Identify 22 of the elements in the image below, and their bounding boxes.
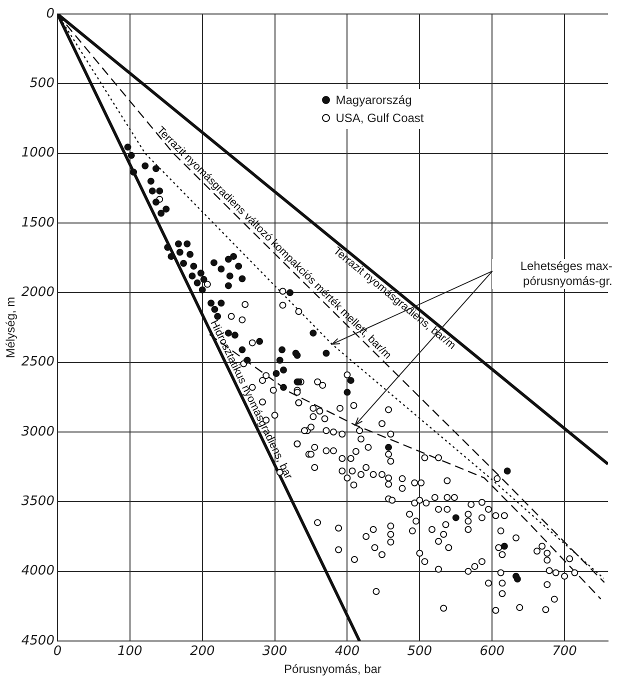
legend-label: Magyarország bbox=[336, 92, 412, 110]
y-tick-label: 0 bbox=[46, 6, 54, 22]
y-tick-label: 1500 bbox=[21, 215, 54, 230]
legend-label: USA, Gulf Coast bbox=[336, 110, 424, 128]
x-tick-label: 200 bbox=[190, 644, 215, 660]
x-tick-label: 600 bbox=[480, 644, 505, 660]
y-axis-title: Mélység, m bbox=[4, 296, 18, 358]
y-tick-label: 2000 bbox=[21, 285, 54, 300]
y-tick-label: 1000 bbox=[21, 146, 54, 161]
y-tick-label: 500 bbox=[30, 76, 54, 92]
y-tick-label: 3000 bbox=[21, 424, 54, 440]
x-axis-title: Pórusnyomás, bar bbox=[284, 662, 382, 676]
y-tick-label: 4000 bbox=[21, 564, 54, 579]
x-tick-label: 400 bbox=[334, 644, 360, 660]
annotation: Lehetséges max-pórusnyomás-gr. bbox=[492, 259, 612, 290]
y-tick-label: 4500 bbox=[21, 633, 54, 648]
x-tick-label: 700 bbox=[552, 644, 577, 660]
x-tick-label: 300 bbox=[262, 644, 288, 660]
x-tick-label: 500 bbox=[407, 644, 432, 660]
x-tick-label: 100 bbox=[118, 644, 142, 660]
y-tick-label: 3500 bbox=[21, 494, 54, 510]
y-tick-label: 2500 bbox=[21, 354, 54, 370]
